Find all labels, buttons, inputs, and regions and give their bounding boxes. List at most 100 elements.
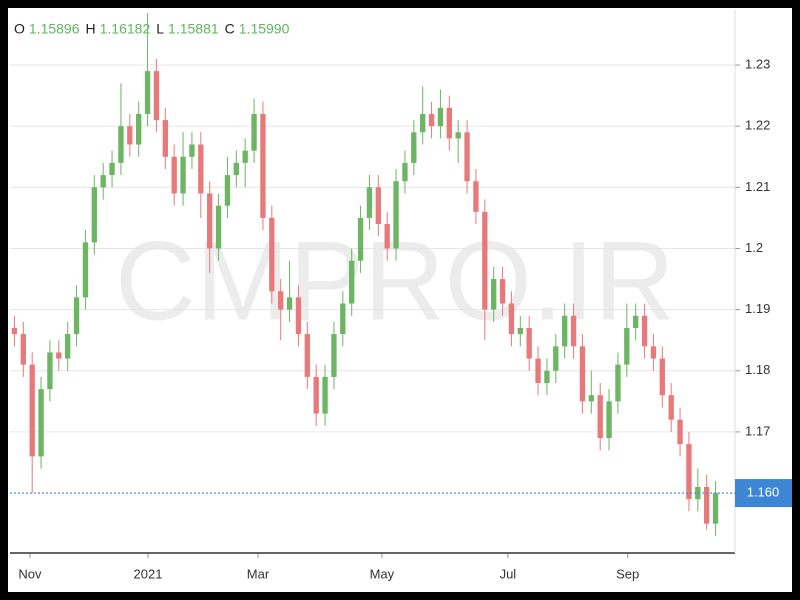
candle-body — [482, 211, 488, 310]
candle-body — [251, 113, 257, 151]
candle-body — [38, 389, 44, 457]
candle-body — [65, 334, 71, 359]
candle-body — [109, 162, 115, 176]
candle-body — [215, 205, 222, 249]
candle-body — [553, 346, 559, 371]
candle-body — [659, 358, 665, 396]
x-tick-label: Mar — [247, 566, 270, 581]
candle-body — [313, 376, 319, 414]
candle-body — [357, 217, 364, 261]
candle-body — [579, 346, 586, 402]
candle-body — [704, 486, 710, 524]
candle-body — [189, 144, 195, 157]
y-tick-label: 1.23 — [745, 56, 770, 71]
candle-body — [56, 352, 62, 359]
candle-body — [260, 113, 266, 218]
candle-body — [340, 303, 346, 335]
candle-body — [304, 334, 310, 377]
candle-body — [180, 156, 186, 194]
candle-body — [677, 419, 683, 445]
candle-body — [446, 107, 452, 139]
y-tick-label: 1.19 — [745, 301, 770, 316]
candle-body — [144, 71, 151, 114]
ohlc-value: 1.15881 — [168, 21, 219, 37]
candle-body — [597, 395, 603, 439]
candle-body — [100, 175, 106, 188]
candle-body — [562, 315, 568, 347]
candle-body — [47, 352, 53, 390]
candle-body — [517, 327, 523, 335]
ohlc-header: O 1.15896 H 1.16182 L 1.15881 C 1.15990 — [14, 21, 290, 37]
candle-body — [411, 132, 417, 163]
candle-body — [641, 315, 648, 347]
candle-body — [393, 181, 399, 249]
candle-body — [473, 181, 479, 212]
candle-body — [153, 71, 160, 121]
candle-body — [233, 162, 239, 176]
ohlc-value: 1.15990 — [239, 21, 290, 37]
x-tick-label: May — [370, 566, 395, 581]
candle-body — [278, 291, 284, 310]
candle-body — [269, 217, 275, 292]
x-tick-label: 2021 — [134, 566, 163, 581]
x-tick-label: Sep — [616, 566, 639, 581]
candle-body — [508, 303, 515, 335]
candle-body — [331, 334, 337, 377]
candle-body — [20, 334, 26, 365]
candle-body — [162, 120, 168, 157]
x-tick-label: Jul — [500, 566, 517, 581]
candle-body — [650, 346, 657, 359]
x-tick-label: Nov — [18, 566, 42, 581]
candle-body — [437, 107, 444, 127]
ohlc-label: H — [86, 21, 96, 37]
candle-body — [91, 187, 97, 243]
candle-body — [242, 150, 248, 163]
candle-body — [695, 486, 701, 500]
candle-body — [118, 126, 124, 163]
candle-body — [428, 113, 435, 127]
candle-body — [82, 242, 89, 298]
candle-body — [570, 315, 577, 347]
ohlc-label: C — [225, 21, 235, 37]
candle-body — [712, 493, 719, 524]
candle-body — [668, 395, 674, 420]
candle-body — [224, 175, 231, 206]
candle-body — [171, 156, 177, 194]
ohlc-label: O — [14, 21, 25, 37]
candle-body — [384, 224, 390, 249]
y-tick-label: 1.21 — [745, 179, 770, 194]
candle-body — [375, 187, 381, 225]
candle-body — [127, 126, 133, 145]
candle-body — [633, 315, 639, 328]
candle-body — [499, 279, 506, 304]
y-tick-label: 1.22 — [745, 118, 770, 133]
y-tick-label: 1.18 — [745, 362, 770, 377]
candle-body — [526, 327, 532, 359]
candle-body — [420, 113, 426, 133]
y-tick-label: 1.17 — [745, 423, 770, 438]
last-price-box — [735, 479, 792, 508]
candle-body — [207, 193, 213, 249]
candle-body — [402, 162, 408, 182]
candle-body — [491, 279, 497, 310]
candle-body — [295, 297, 302, 335]
candle-body — [136, 113, 142, 145]
candle-body — [322, 376, 328, 414]
candle-body — [464, 132, 470, 182]
candle-body — [624, 327, 630, 365]
candle-body — [544, 370, 550, 384]
candle-body — [535, 358, 541, 384]
y-tick-label: 1.2 — [745, 240, 763, 255]
ohlc-label: L — [156, 21, 164, 37]
candle-body — [606, 401, 612, 439]
candle-body — [29, 364, 35, 457]
candle-body — [73, 297, 80, 335]
candle-body — [286, 297, 293, 310]
candle-body — [349, 260, 355, 304]
last-price-label: 1.160 — [747, 485, 780, 500]
candle-body — [686, 444, 692, 500]
ohlc-value: 1.15896 — [29, 21, 80, 37]
candle-body — [455, 132, 461, 139]
